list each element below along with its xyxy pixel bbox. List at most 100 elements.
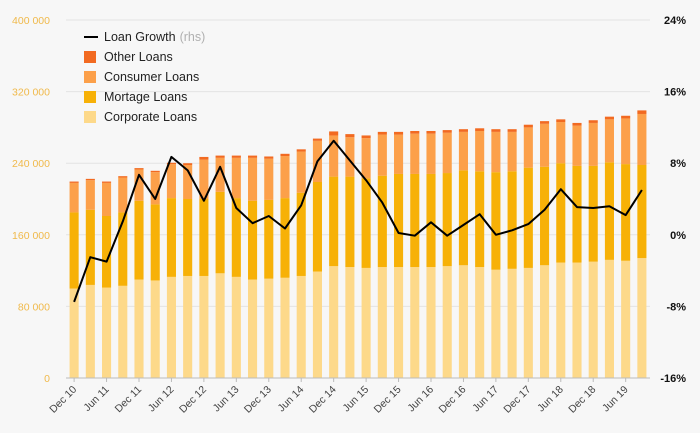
legend-swatch bbox=[84, 111, 96, 123]
legend-label: Consumer Loans bbox=[104, 70, 200, 84]
bar-consumer-loans bbox=[475, 130, 485, 172]
bar-other-loans bbox=[345, 134, 355, 138]
y-right-tick-label: -8% bbox=[666, 301, 686, 313]
bar-other-loans bbox=[394, 131, 404, 135]
bar-consumer-loans bbox=[426, 133, 436, 174]
bar-consumer-loans bbox=[572, 125, 582, 166]
bar-corporate-loans bbox=[215, 273, 225, 378]
bar-corporate-loans bbox=[264, 278, 274, 378]
bar-corporate-loans bbox=[150, 280, 160, 378]
y-left-tick-label: 400 000 bbox=[12, 15, 50, 27]
x-tick-label: Jun 13 bbox=[211, 384, 242, 415]
chart-legend: Loan Growth (rhs) Other Loans Consumer L… bbox=[84, 27, 205, 127]
y-right-tick-label: 24% bbox=[664, 15, 686, 27]
bar-mortage-loans bbox=[572, 165, 582, 263]
bar-other-loans bbox=[85, 178, 95, 181]
bar-mortage-loans bbox=[296, 192, 306, 276]
x-tick-label: Jun 15 bbox=[340, 384, 371, 415]
legend-item-other-loans: Other Loans bbox=[84, 47, 205, 67]
bar-other-loans bbox=[280, 153, 290, 157]
bar-corporate-loans bbox=[231, 276, 241, 378]
bar-consumer-loans bbox=[491, 131, 501, 173]
legend-swatch bbox=[84, 51, 96, 63]
bar-consumer-loans bbox=[296, 151, 306, 193]
bar-mortage-loans bbox=[248, 200, 258, 280]
legend-item-consumer-loans: Consumer Loans bbox=[84, 67, 205, 87]
y-right-tick-label: -16% bbox=[660, 373, 686, 385]
bar-corporate-loans bbox=[426, 267, 436, 378]
bar-mortage-loans bbox=[329, 176, 339, 267]
bar-other-loans bbox=[507, 129, 517, 132]
bar-consumer-loans bbox=[588, 122, 598, 166]
x-tick-label: Jun 14 bbox=[276, 384, 307, 415]
bar-mortage-loans bbox=[540, 166, 550, 266]
bar-other-loans bbox=[296, 149, 306, 152]
bar-corporate-loans bbox=[556, 262, 566, 378]
legend-swatch bbox=[84, 91, 96, 103]
bar-consumer-loans bbox=[248, 157, 258, 201]
bar-corporate-loans bbox=[69, 288, 79, 378]
bar-other-loans bbox=[215, 155, 225, 158]
x-tick-label: Jun 12 bbox=[146, 384, 177, 415]
x-tick-label: Jun 17 bbox=[470, 384, 501, 415]
bar-mortage-loans bbox=[394, 173, 404, 268]
bar-consumer-loans bbox=[199, 159, 209, 199]
bar-mortage-loans bbox=[621, 164, 631, 261]
bar-other-loans bbox=[312, 138, 322, 141]
bar-mortage-loans bbox=[102, 216, 112, 288]
bar-mortage-loans bbox=[85, 209, 95, 285]
bar-corporate-loans bbox=[394, 267, 404, 378]
bar-consumer-loans bbox=[183, 164, 193, 199]
bar-other-loans bbox=[540, 121, 550, 124]
bar-consumer-loans bbox=[361, 138, 371, 179]
bar-mortage-loans bbox=[264, 199, 274, 279]
bar-corporate-loans bbox=[540, 265, 550, 378]
bar-mortage-loans bbox=[523, 167, 533, 268]
bar-other-loans bbox=[199, 156, 209, 160]
bar-mortage-loans bbox=[458, 170, 468, 266]
bar-corporate-loans bbox=[166, 276, 176, 378]
x-tick-label: Dec 13 bbox=[242, 384, 274, 416]
line-loan-growth bbox=[73, 139, 643, 303]
bar-other-loans bbox=[134, 168, 144, 170]
bar-consumer-loans bbox=[69, 182, 79, 213]
bar-consumer-loans bbox=[345, 137, 355, 177]
bar-mortage-loans bbox=[183, 199, 193, 276]
bar-consumer-loans bbox=[540, 123, 550, 167]
y-left-tick-label: 0 bbox=[44, 373, 50, 385]
bar-other-loans bbox=[458, 129, 468, 132]
bar-corporate-loans bbox=[377, 267, 387, 378]
bar-mortage-loans bbox=[426, 173, 436, 268]
x-tick-label: Dec 16 bbox=[437, 384, 469, 416]
bar-other-loans bbox=[588, 120, 598, 123]
bar-other-loans bbox=[150, 170, 160, 173]
bar-consumer-loans bbox=[118, 177, 128, 213]
bar-corporate-loans bbox=[118, 285, 128, 378]
bar-mortage-loans bbox=[377, 175, 387, 268]
y-right-tick-label: 0% bbox=[670, 230, 686, 242]
bar-consumer-loans bbox=[85, 180, 95, 210]
bar-corporate-loans bbox=[329, 266, 339, 378]
legend-item-mortage-loans: Mortage Loans bbox=[84, 87, 205, 107]
x-tick-label: Jun 19 bbox=[600, 384, 631, 415]
bar-mortage-loans bbox=[166, 198, 176, 277]
y-left-tick-label: 320 000 bbox=[12, 87, 50, 99]
legend-label: Corporate Loans bbox=[104, 110, 198, 124]
bar-consumer-loans bbox=[329, 135, 339, 177]
bar-corporate-loans bbox=[507, 268, 517, 378]
bar-mortage-loans bbox=[280, 198, 290, 278]
bar-corporate-loans bbox=[588, 261, 598, 378]
bar-other-loans bbox=[166, 162, 176, 165]
bar-corporate-loans bbox=[361, 267, 371, 378]
bar-corporate-loans bbox=[134, 279, 144, 378]
bar-mortage-loans bbox=[118, 212, 128, 286]
bar-other-loans bbox=[329, 131, 339, 136]
bar-mortage-loans bbox=[215, 191, 225, 274]
bar-other-loans bbox=[556, 119, 566, 123]
bar-corporate-loans bbox=[183, 275, 193, 378]
bar-consumer-loans bbox=[394, 134, 404, 174]
bar-other-loans bbox=[264, 156, 274, 159]
bar-other-loans bbox=[248, 155, 258, 158]
y-left-tick-label: 80 000 bbox=[18, 301, 50, 313]
